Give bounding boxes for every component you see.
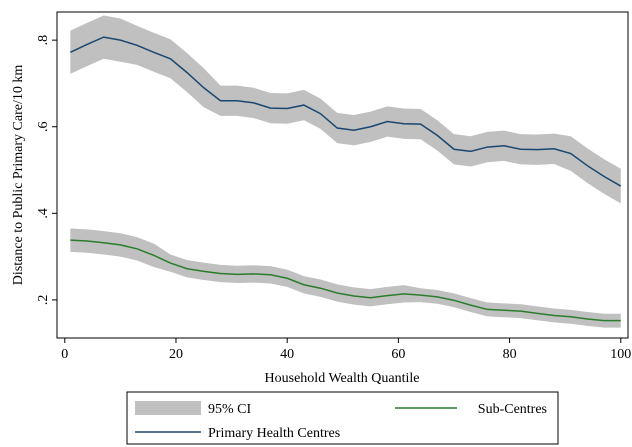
y-axis-label: Distance to Public Primary Care/10 km (11, 65, 26, 286)
x-axis-label: Household Wealth Quantile (265, 371, 420, 386)
series-line (70, 36, 622, 187)
legend-label: 95% CI (208, 402, 252, 417)
y-tick-label: .2 (36, 295, 51, 306)
y-tick-label: .4 (36, 208, 51, 219)
x-tick-label: 60 (391, 347, 405, 362)
ci-band (70, 228, 621, 328)
x-tick-label: 80 (503, 347, 517, 362)
legend-swatch (135, 401, 201, 415)
legend-label: Primary Health Centres (208, 426, 340, 441)
x-tick-label: 40 (280, 347, 294, 362)
x-tick-label: 100 (610, 347, 631, 362)
y-tick-label: .6 (36, 121, 51, 132)
x-tick-label: 0 (61, 347, 68, 362)
ci-band (70, 15, 621, 204)
series-line (70, 239, 621, 322)
legend-label: Sub-Centres (478, 402, 547, 417)
plot-frame (56, 11, 629, 339)
legend-box (126, 391, 559, 445)
y-tick-label: .8 (36, 35, 51, 46)
x-tick-label: 20 (169, 347, 183, 362)
